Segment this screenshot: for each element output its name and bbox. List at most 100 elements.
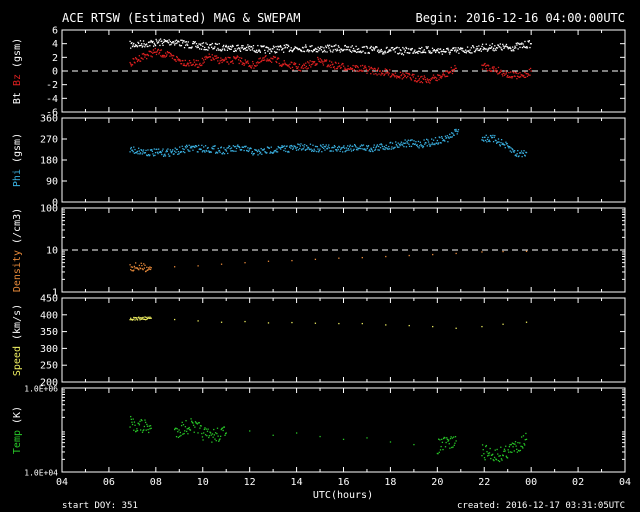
data-point — [269, 59, 271, 61]
data-point — [515, 47, 517, 49]
data-point — [333, 45, 336, 47]
data-point — [179, 45, 181, 47]
data-point — [486, 48, 488, 50]
data-point — [499, 145, 502, 147]
data-point — [293, 47, 296, 50]
data-point — [391, 142, 394, 144]
data-point — [516, 451, 518, 453]
data-point — [194, 41, 196, 43]
data-point — [486, 451, 488, 453]
data-point — [202, 62, 204, 64]
data-point — [167, 148, 169, 150]
data-point — [174, 44, 176, 46]
data-point — [232, 62, 234, 65]
data-point — [314, 258, 317, 261]
data-point — [147, 54, 150, 57]
data-point — [371, 67, 373, 70]
data-point — [185, 44, 187, 46]
data-point — [176, 428, 178, 430]
data-point — [195, 63, 197, 65]
data-point — [308, 62, 310, 64]
data-point — [377, 69, 379, 71]
data-point — [233, 50, 236, 53]
data-point — [495, 142, 498, 144]
data-point — [268, 58, 270, 61]
data-point — [174, 40, 176, 42]
data-point — [198, 43, 200, 45]
data-point — [412, 52, 415, 54]
data-point — [163, 55, 166, 57]
data-point — [158, 41, 160, 43]
data-point — [238, 62, 240, 65]
data-point — [143, 425, 146, 428]
data-point — [410, 78, 412, 80]
data-point — [400, 141, 403, 143]
data-point — [311, 45, 313, 47]
data-point — [486, 455, 489, 457]
data-point — [133, 146, 135, 148]
data-point — [131, 45, 134, 48]
data-point — [302, 148, 305, 150]
data-point — [511, 46, 514, 48]
data-point — [416, 51, 419, 53]
data-point — [129, 319, 131, 321]
data-point — [270, 146, 272, 148]
data-point — [133, 429, 135, 431]
data-point — [239, 49, 241, 51]
data-point — [453, 47, 455, 49]
data-point — [450, 132, 453, 134]
data-point — [141, 53, 144, 55]
data-point — [217, 56, 220, 59]
data-point — [492, 134, 494, 137]
data-point — [372, 71, 374, 73]
data-point — [295, 66, 297, 68]
data-point — [237, 44, 239, 46]
data-point — [239, 59, 242, 62]
data-point — [303, 50, 306, 53]
data-point — [515, 71, 517, 73]
data-point — [420, 143, 422, 146]
data-point — [312, 63, 314, 65]
data-point — [160, 151, 162, 154]
data-point — [361, 51, 363, 53]
data-point — [437, 142, 440, 144]
data-point — [441, 53, 444, 55]
data-point — [363, 66, 366, 68]
data-point — [524, 155, 526, 157]
data-point — [216, 432, 218, 435]
data-point — [421, 46, 423, 49]
data-point — [416, 81, 418, 83]
data-point — [447, 440, 449, 442]
data-point — [518, 155, 520, 157]
data-point — [283, 44, 285, 47]
data-point — [226, 49, 229, 51]
data-point — [184, 430, 186, 432]
data-point — [337, 148, 339, 151]
y-axis-label: Speed (km/s) — [12, 304, 23, 376]
data-point — [353, 50, 355, 53]
data-point — [246, 49, 248, 51]
data-point — [319, 148, 321, 150]
data-point — [141, 57, 143, 59]
data-point — [410, 145, 413, 148]
data-point — [491, 136, 494, 139]
data-point — [180, 39, 182, 41]
data-point — [446, 70, 448, 72]
data-point — [199, 43, 201, 45]
data-point — [221, 153, 224, 155]
data-point — [525, 438, 528, 441]
data-point — [437, 74, 440, 77]
data-point — [134, 56, 137, 59]
data-point — [452, 132, 454, 134]
data-point — [208, 150, 210, 152]
data-point — [292, 148, 294, 150]
data-point — [226, 147, 228, 149]
data-point — [180, 44, 183, 47]
data-point — [495, 71, 498, 73]
data-point — [275, 151, 277, 153]
data-point — [443, 74, 446, 76]
data-point — [515, 445, 517, 447]
data-point — [152, 40, 154, 43]
data-point — [313, 60, 316, 63]
data-point — [283, 149, 285, 152]
